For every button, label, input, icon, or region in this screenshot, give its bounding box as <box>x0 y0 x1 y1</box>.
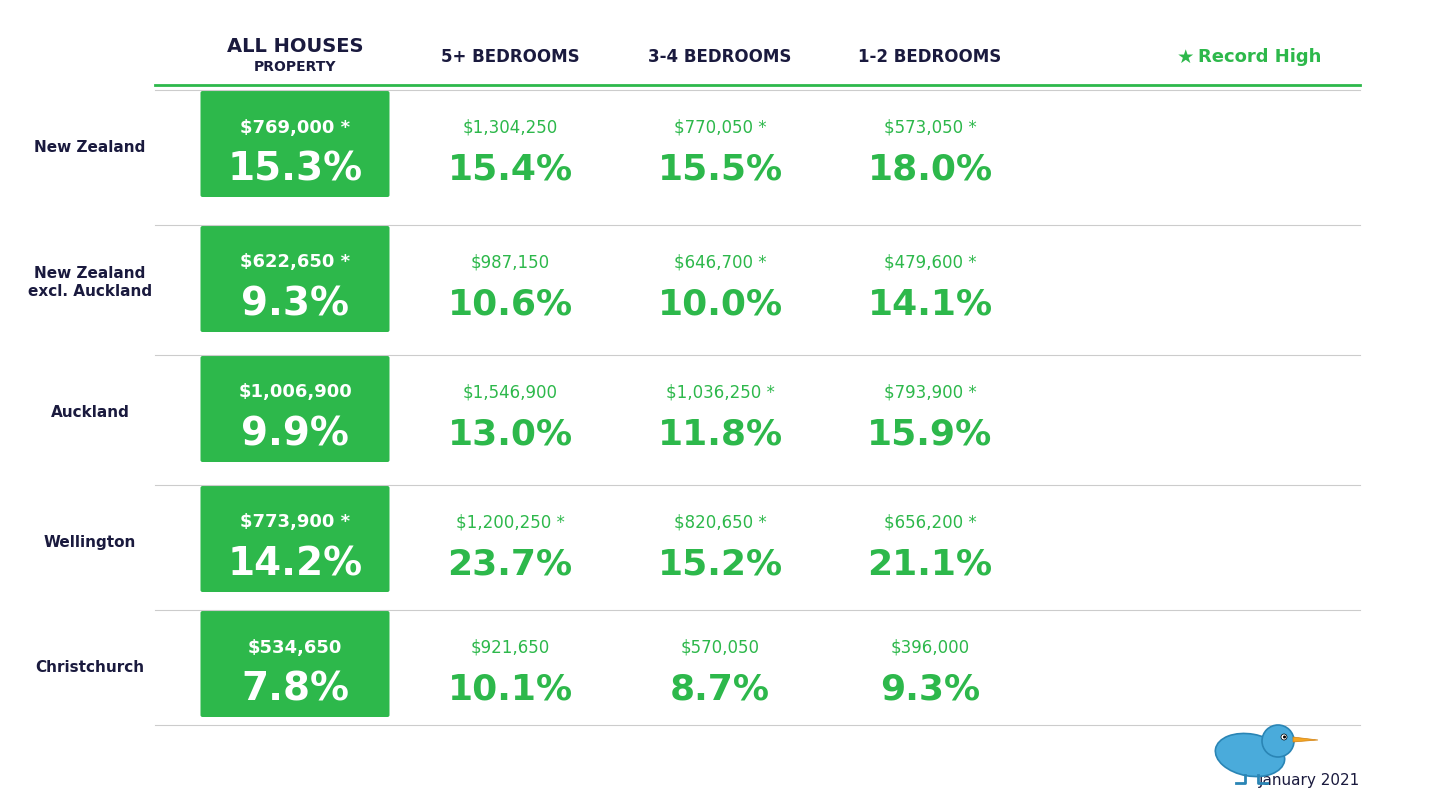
Text: $770,050 *: $770,050 * <box>674 118 766 137</box>
Text: Auckland: Auckland <box>50 405 130 420</box>
Text: Record High: Record High <box>1198 48 1322 66</box>
FancyBboxPatch shape <box>200 486 389 592</box>
FancyBboxPatch shape <box>200 91 389 197</box>
Text: New Zealand: New Zealand <box>35 140 145 155</box>
Text: 10.6%: 10.6% <box>448 288 573 322</box>
Text: 8.7%: 8.7% <box>670 672 770 706</box>
Circle shape <box>1283 735 1286 739</box>
Text: $1,304,250: $1,304,250 <box>462 118 557 137</box>
Text: $921,650: $921,650 <box>471 638 550 656</box>
Text: January 2021: January 2021 <box>1259 773 1359 787</box>
Text: 9.9%: 9.9% <box>240 416 348 454</box>
Circle shape <box>1261 725 1295 757</box>
Text: 9.3%: 9.3% <box>880 672 981 706</box>
Text: ★: ★ <box>1176 48 1194 66</box>
Text: $1,546,900: $1,546,900 <box>462 383 557 402</box>
Text: 15.5%: 15.5% <box>658 152 782 186</box>
FancyBboxPatch shape <box>200 611 389 717</box>
Text: New Zealand
excl. Auckland: New Zealand excl. Auckland <box>27 266 153 299</box>
Text: 10.1%: 10.1% <box>448 672 573 706</box>
Text: PROPERTY: PROPERTY <box>253 60 337 74</box>
Text: $656,200 *: $656,200 * <box>884 514 976 531</box>
Text: $1,036,250 *: $1,036,250 * <box>665 383 775 402</box>
Text: 21.1%: 21.1% <box>867 548 992 582</box>
Text: 23.7%: 23.7% <box>448 548 573 582</box>
Text: 1-2 BEDROOMS: 1-2 BEDROOMS <box>858 48 1002 66</box>
Text: $820,650 *: $820,650 * <box>674 514 766 531</box>
Text: $769,000 *: $769,000 * <box>240 118 350 137</box>
Circle shape <box>1282 734 1287 740</box>
Text: 15.2%: 15.2% <box>658 548 782 582</box>
Text: $1,200,250 *: $1,200,250 * <box>455 514 564 531</box>
Text: $773,900 *: $773,900 * <box>240 514 350 531</box>
Text: $646,700 *: $646,700 * <box>674 254 766 271</box>
Text: $622,650 *: $622,650 * <box>240 254 350 271</box>
Text: 15.4%: 15.4% <box>448 152 573 186</box>
FancyBboxPatch shape <box>200 226 389 332</box>
Text: 18.0%: 18.0% <box>867 152 992 186</box>
Text: Christchurch: Christchurch <box>36 660 144 675</box>
Text: 5+ BEDROOMS: 5+ BEDROOMS <box>441 48 579 66</box>
Text: 9.3%: 9.3% <box>240 285 348 323</box>
Text: 15.9%: 15.9% <box>867 417 992 451</box>
FancyBboxPatch shape <box>200 356 389 462</box>
Text: $1,006,900: $1,006,900 <box>238 383 351 402</box>
Text: $573,050 *: $573,050 * <box>884 118 976 137</box>
Text: $793,900 *: $793,900 * <box>884 383 976 402</box>
Text: $570,050: $570,050 <box>681 638 759 656</box>
Polygon shape <box>1293 737 1318 742</box>
Text: 7.8%: 7.8% <box>240 671 348 709</box>
Text: 3-4 BEDROOMS: 3-4 BEDROOMS <box>648 48 792 66</box>
Text: 13.0%: 13.0% <box>448 417 573 451</box>
Text: 11.8%: 11.8% <box>658 417 782 451</box>
Text: $479,600 *: $479,600 * <box>884 254 976 271</box>
Text: ALL HOUSES: ALL HOUSES <box>226 37 363 57</box>
Text: $396,000: $396,000 <box>890 638 969 656</box>
Ellipse shape <box>1215 733 1284 777</box>
Text: 15.3%: 15.3% <box>228 151 363 189</box>
Text: $987,150: $987,150 <box>471 254 550 271</box>
Text: Wellington: Wellington <box>43 535 137 550</box>
Text: 10.0%: 10.0% <box>658 288 782 322</box>
Text: 14.2%: 14.2% <box>228 545 363 583</box>
Text: 14.1%: 14.1% <box>867 288 992 322</box>
Text: $534,650: $534,650 <box>248 638 343 656</box>
